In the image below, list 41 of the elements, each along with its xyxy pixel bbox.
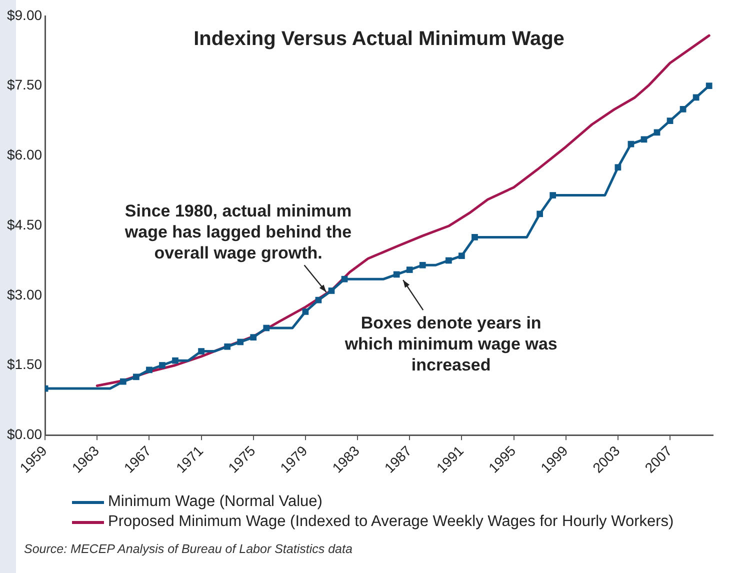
point (237, 338, 244, 346)
point (120, 378, 126, 385)
point (445, 257, 452, 264)
y-tick-label: $0.00 (6, 426, 42, 442)
text: Indexing Versus Actual Minimum Wage (194, 28, 564, 51)
point (341, 276, 348, 282)
point (250, 334, 257, 340)
legend-label: Proposed Minimum Wage (Indexed to Average Weekly Wages for Hourly Workers) (108, 513, 674, 531)
point (706, 82, 712, 90)
point (472, 234, 478, 240)
point (666, 118, 674, 124)
y-tick-label: $7.50 (6, 76, 42, 93)
y-tick-label: $6.00 (6, 146, 42, 163)
point (692, 94, 700, 101)
point (328, 288, 335, 294)
y-tick-label: $4.50 (6, 216, 42, 232)
point (654, 129, 660, 136)
point (263, 324, 270, 332)
point (406, 266, 413, 273)
point (458, 252, 465, 259)
point (159, 362, 166, 368)
point (550, 192, 556, 198)
point (536, 210, 544, 218)
annotation: Since 1980, actual minimum wage has lagged behind the overall wage growth. (124, 200, 353, 264)
point (224, 343, 231, 350)
point (419, 262, 426, 268)
point (146, 366, 152, 374)
point (393, 271, 400, 278)
point (172, 357, 178, 364)
legend-label: Minimum Wage (Normal Value) (108, 493, 322, 511)
y-tick-label: $9.00 (6, 6, 42, 23)
point (614, 164, 622, 171)
y-tick-label: $3.00 (6, 286, 42, 302)
point (680, 106, 686, 112)
annotation: Boxes denote years in which minimum wage was increased (344, 312, 558, 376)
y-tick-label: $1.50 (6, 356, 42, 372)
point (133, 374, 140, 380)
point (302, 308, 309, 315)
source-note: Source: MECEP Analysis of Bureau of Labor Statistics data (24, 542, 352, 556)
point (198, 348, 204, 354)
point (640, 136, 648, 143)
